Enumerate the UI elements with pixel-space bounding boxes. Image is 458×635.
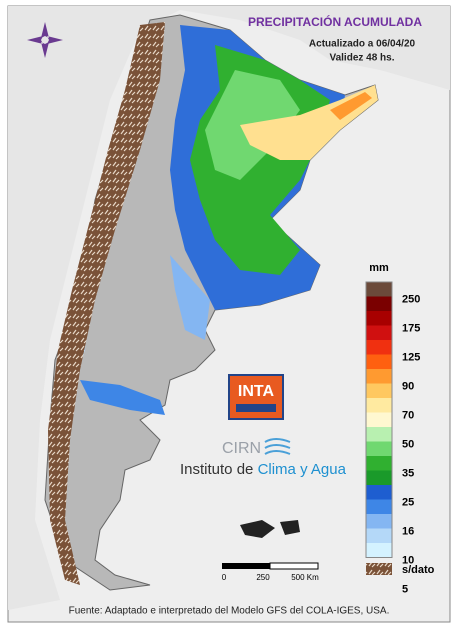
institute-highlight: Clima y Agua [258, 461, 347, 478]
validity: Validez 48 hs. [329, 53, 394, 64]
legend-label: 50 [402, 438, 414, 450]
scale-label: 500 Km [291, 573, 319, 582]
legend-swatch [366, 441, 392, 456]
precip-south [80, 380, 165, 415]
legend-swatch [366, 311, 392, 326]
scale-bar-white [269, 562, 319, 570]
footer: Fuente: Adaptado e interpretado del Mode… [69, 606, 390, 617]
legend-swatch [366, 296, 392, 311]
legend-swatch [366, 485, 392, 500]
legend-no-data: s/dato [402, 564, 435, 576]
legend-swatch [366, 499, 392, 514]
cirn: CIRN [222, 440, 261, 457]
updated: Actualizado a 06/04/20 [309, 39, 416, 50]
legend-label: 35 [402, 467, 414, 479]
legend-swatch [366, 325, 392, 340]
islands [240, 520, 300, 538]
legend-unit: mm [369, 262, 389, 274]
legend-label: 10 [402, 554, 414, 566]
inta-text: INTA [238, 383, 275, 400]
precip-orange [330, 92, 372, 120]
scale-bar-black [222, 563, 270, 569]
compass [27, 22, 63, 58]
legend-frame [365, 281, 393, 558]
legend-swatch [366, 369, 392, 384]
legend-label: 5 [402, 583, 408, 595]
legend-swatch [366, 354, 392, 369]
legend-label: 16 [402, 525, 414, 537]
legend-swatch [366, 470, 392, 485]
institute: Instituto de Clima y Agua [180, 461, 347, 478]
legend-swatch [366, 427, 392, 442]
legend-label: 25 [402, 496, 414, 508]
legend-swatch [366, 340, 392, 355]
legend-swatch [366, 543, 392, 558]
legend-label: 250 [402, 293, 420, 305]
legend-no-data-swatch [366, 563, 392, 575]
precip-lightblue [170, 255, 210, 340]
legend-swatch [366, 282, 392, 297]
inta-bar [236, 404, 276, 412]
legend-swatch [366, 412, 392, 427]
legend-swatch [366, 514, 392, 529]
legend-label: 175 [402, 322, 420, 334]
scale-label: 0 [222, 573, 227, 582]
title: PRECIPITACIÓN ACUMULADA [248, 14, 422, 29]
neighbour-land [8, 6, 450, 610]
legend-swatch [366, 528, 392, 543]
legend-label: 90 [402, 380, 414, 392]
legend: 250 175 125 90 70 50 35 25 16 10 5 s/dato [365, 281, 435, 595]
legend-label: 70 [402, 409, 414, 421]
cirn-waves [264, 438, 291, 455]
legend-label: 125 [402, 351, 420, 363]
legend-swatch [366, 383, 392, 398]
legend-swatch [366, 398, 392, 413]
institute-name: Instituto de [180, 461, 253, 478]
legend-swatch [366, 456, 392, 471]
scale-label: 250 [256, 573, 270, 582]
no-data-andes [48, 22, 165, 585]
